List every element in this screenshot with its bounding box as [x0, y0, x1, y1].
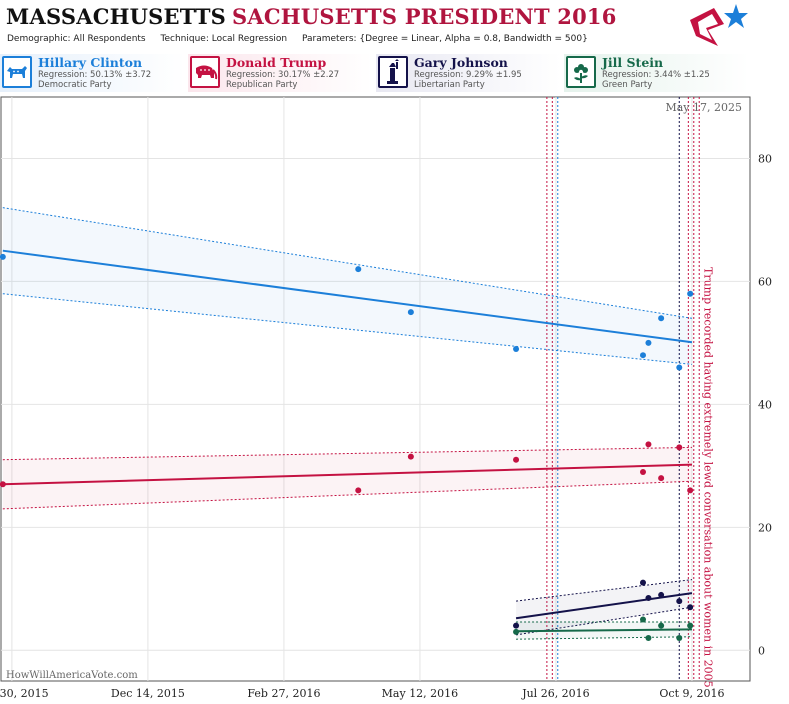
y-tick-label: 60 — [758, 275, 772, 288]
trump-poll-point — [407, 453, 414, 460]
confidence-bands — [2, 207, 693, 640]
johnson-poll-point — [640, 579, 646, 586]
site-logo-icon — [690, 4, 748, 46]
johnson-poll-point — [513, 622, 520, 629]
x-tick-label: May 12, 2016 — [382, 687, 459, 700]
x-tick-label: Oct 9, 2016 — [659, 687, 724, 700]
trump-poll-point — [0, 481, 6, 488]
trump-poll-point — [640, 468, 646, 475]
legend-johnson-regression: Regression: 9.29% ±1.95 — [414, 70, 522, 80]
plot-frame — [0, 96, 751, 682]
stein-band-lower — [516, 636, 692, 640]
johnson-poll-point — [687, 604, 694, 611]
statue-of-liberty-icon — [378, 56, 408, 88]
legend-stein-regression: Regression: 3.44% ±1.25 — [602, 70, 710, 80]
clinton-band-lower — [2, 293, 693, 365]
clinton-band-upper — [2, 207, 693, 319]
parameters-line: Demographic: All Respondents Technique: … — [7, 34, 600, 44]
clinton-poll-point — [687, 290, 694, 297]
stein-poll-point — [687, 622, 694, 629]
poll-regression-chart: Sep 30, 2015 Dec 14, 2015 Feb 27, 2016 May … — [0, 96, 772, 700]
x-tick-label: Jul 26, 2016 — [521, 687, 590, 700]
johnson-poll-point — [676, 598, 683, 605]
legend-stein[interactable]: Jill Stein Regression: 3.44% ±1.25 Green… — [564, 54, 749, 92]
stein-poll-point — [645, 634, 652, 641]
donkey-icon — [2, 56, 32, 88]
legend-trump[interactable]: Donald Trump Regression: 30.17% ±2.27 Re… — [188, 54, 373, 92]
trump-poll-point — [658, 475, 665, 482]
x-tick-label: Dec 14, 2015 — [111, 687, 185, 700]
event-annotation: Trump recorded having extremely lewd con… — [702, 267, 715, 688]
trump-poll-point — [687, 487, 694, 494]
johnson-poll-point — [645, 595, 652, 602]
legend-johnson-party: Libertarian Party — [414, 80, 485, 90]
trump-band-lower — [2, 480, 692, 510]
y-tick-label: 40 — [758, 398, 772, 411]
x-tick-label: Sep 30, 2015 — [0, 687, 49, 700]
stein-trend-line — [516, 628, 692, 633]
trump-band — [2, 447, 692, 509]
elephant-icon — [190, 56, 220, 88]
title-text: MASSACHUSETTS SACHUSETTS PRESIDENT 2016 — [6, 4, 676, 29]
trump-poll-point — [645, 441, 652, 448]
flower-icon — [566, 56, 596, 88]
x-tick-label: Feb 27, 2016 — [247, 687, 320, 700]
trump-trend-line — [2, 463, 692, 486]
y-axis: 0 20 40 60 80 — [758, 152, 772, 657]
poll-points — [0, 253, 694, 641]
clinton-poll-point — [640, 352, 646, 359]
trump-poll-point — [513, 456, 520, 463]
clinton-poll-point — [676, 364, 683, 371]
stein-poll-point — [513, 628, 520, 635]
grid-lines — [1, 97, 750, 681]
parameters-label: Parameters: {Degree = Linear, Alpha = 0.… — [302, 34, 588, 44]
trump-poll-point — [676, 444, 683, 451]
legend-stein-party: Green Party — [602, 80, 653, 90]
legend-trump-party: Republican Party — [226, 80, 298, 90]
chart-title: MASSACHUSETTS SACHUSETTS PRESIDENT 2016 — [6, 4, 676, 34]
trump-band-upper — [2, 446, 692, 461]
y-tick-label: 0 — [758, 644, 765, 657]
legend-clinton-party: Democratic Party — [38, 80, 112, 90]
date-stamp: May 17, 2025 — [665, 101, 742, 114]
y-tick-label: 20 — [758, 521, 772, 534]
trump-poll-point — [355, 487, 362, 494]
clinton-poll-point — [355, 266, 362, 273]
legend-johnson[interactable]: Gary Johnson Regression: 9.29% ±1.95 Lib… — [376, 54, 561, 92]
legend-clinton[interactable]: Hillary Clinton Regression: 50.13% ±3.72… — [0, 54, 185, 92]
demographic-label: Demographic: All Respondents — [7, 34, 146, 44]
clinton-poll-point — [645, 339, 652, 346]
event-lines — [546, 97, 700, 681]
clinton-band — [2, 207, 692, 365]
stein-poll-point — [676, 634, 683, 641]
candidate-legend: Hillary Clinton Regression: 50.13% ±3.72… — [0, 54, 789, 92]
legend-stein-name: Jill Stein — [602, 55, 664, 70]
legend-clinton-regression: Regression: 50.13% ±3.72 — [38, 70, 152, 80]
clinton-poll-point — [513, 346, 520, 353]
legend-trump-name: Donald Trump — [226, 55, 327, 70]
johnson-band-upper — [515, 579, 693, 602]
clinton-poll-point — [0, 253, 6, 260]
source-label: HowWillAmericaVote.com — [6, 670, 138, 681]
y-tick-label: 80 — [758, 152, 772, 165]
legend-johnson-name: Gary Johnson — [414, 55, 508, 70]
stein-poll-point — [658, 622, 665, 629]
clinton-trend-line — [2, 249, 693, 344]
johnson-band — [516, 579, 692, 635]
clinton-poll-point — [658, 315, 665, 322]
title-race: SACHUSETTS PRESIDENT 2016 — [232, 4, 617, 29]
clinton-poll-point — [407, 309, 414, 316]
stein-poll-point — [640, 616, 646, 623]
legend-trump-regression: Regression: 30.17% ±2.27 — [226, 70, 340, 80]
technique-label: Technique: Local Regression — [160, 34, 288, 44]
legend-clinton-name: Hillary Clinton — [38, 55, 143, 70]
johnson-poll-point — [658, 591, 665, 598]
title-state: MASSACHUSETTS — [6, 4, 227, 29]
x-axis: Sep 30, 2015 Dec 14, 2015 Feb 27, 2016 May … — [0, 687, 725, 700]
